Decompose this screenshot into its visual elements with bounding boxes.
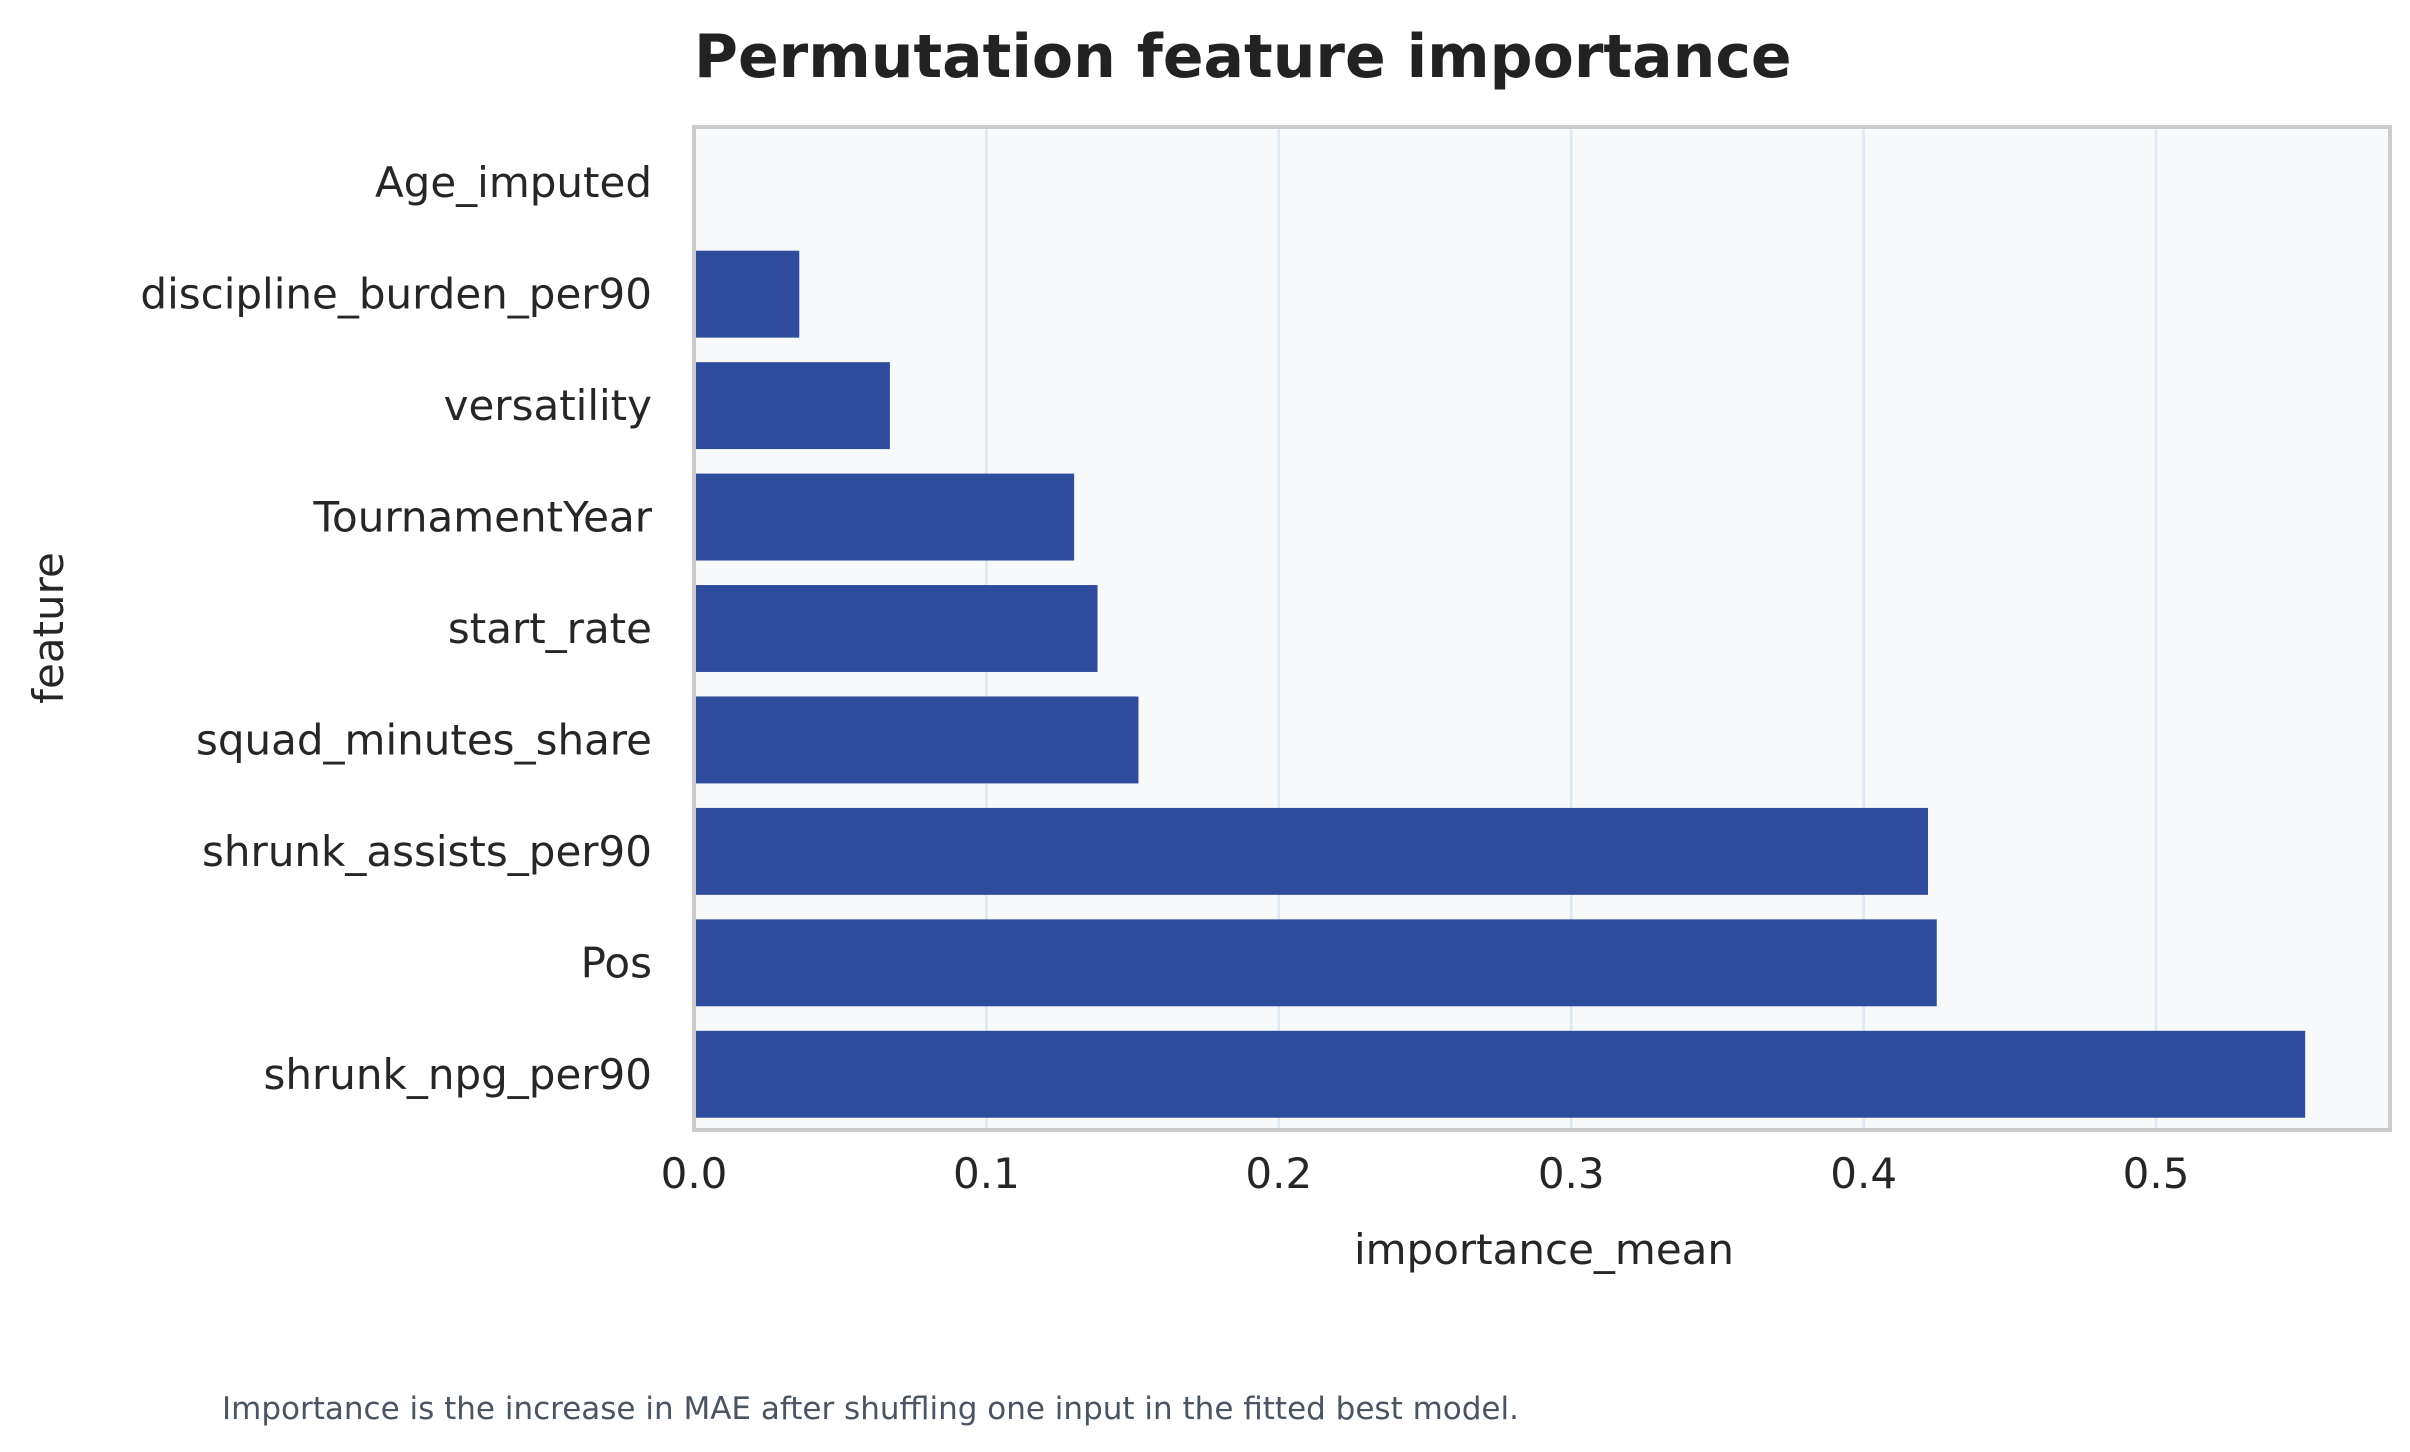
chart-caption: Importance is the increase in MAE after … bbox=[222, 1391, 1519, 1427]
y-tick-label: shrunk_npg_per90 bbox=[264, 1050, 652, 1099]
y-tick-label: TournamentYear bbox=[313, 493, 653, 542]
y-tick-label: shrunk_assists_per90 bbox=[202, 827, 652, 876]
y-tick-labels: Age_imputed discipline_burden_per90versat… bbox=[140, 158, 652, 1099]
y-tick-label: squad_minutes_share bbox=[196, 715, 652, 764]
x-axis-label: importance_mean bbox=[1354, 1225, 1734, 1274]
bars bbox=[694, 250, 2306, 1118]
bar bbox=[694, 1030, 2306, 1118]
x-tick-label: 0.0 bbox=[661, 1149, 728, 1198]
y-tick-label: start_rate bbox=[448, 604, 652, 653]
bar bbox=[694, 585, 1098, 672]
x-tick-label: 0.2 bbox=[1245, 1149, 1312, 1198]
y-tick-label: Age_imputed bbox=[375, 158, 652, 207]
chart-title: Permutation feature importance bbox=[694, 22, 1792, 92]
x-tick-label: 0.4 bbox=[1830, 1149, 1897, 1198]
bar bbox=[694, 696, 1139, 784]
x-tick-labels: 0.0 0.1 0.2 0.3 0.4 0.5 bbox=[661, 1149, 2190, 1198]
y-axis-label: feature bbox=[24, 552, 73, 704]
x-tick-label: 0.1 bbox=[953, 1149, 1020, 1198]
y-tick-label: versatility bbox=[444, 381, 652, 430]
bar bbox=[694, 919, 1937, 1007]
x-tick-label: 0.5 bbox=[2123, 1149, 2190, 1198]
bar bbox=[694, 362, 890, 450]
x-tick-label: 0.3 bbox=[1538, 1149, 1605, 1198]
bar bbox=[694, 807, 1928, 895]
bar bbox=[694, 250, 800, 338]
bar bbox=[694, 473, 1075, 561]
y-tick-label: discipline_burden_per90 bbox=[140, 270, 652, 319]
y-tick-label: Pos bbox=[581, 938, 652, 987]
plot-frame bbox=[692, 125, 2392, 1132]
